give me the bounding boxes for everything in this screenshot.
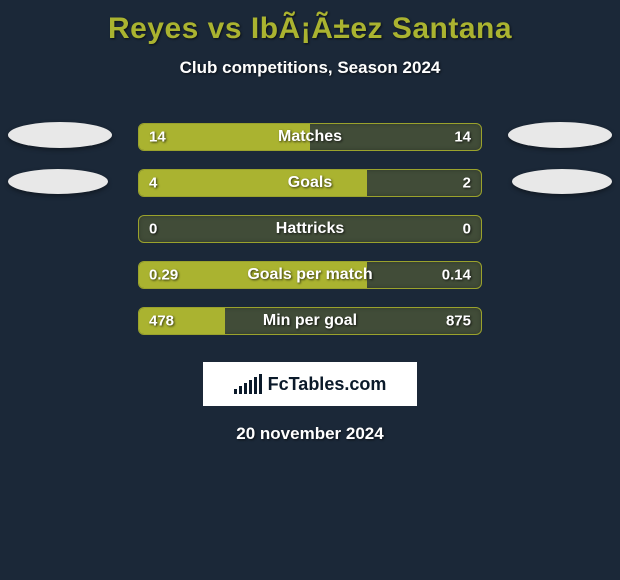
player-marker-left <box>8 169 108 194</box>
comparison-chart: Matches 14 14 Goals 4 2 Hattricks 0 0 Goals per m… <box>0 114 620 344</box>
logo-text: FcTables.com <box>268 374 387 395</box>
stat-row: Matches 14 14 <box>0 114 620 160</box>
stat-value-right: 2 <box>463 175 471 192</box>
comparison-infographic: Reyes vs IbÃ¡Ã±ez Santana Club competiti… <box>0 0 620 580</box>
player-marker-right <box>508 122 612 148</box>
stat-value-left: 0.29 <box>149 267 178 284</box>
bar-segment-left <box>139 170 367 196</box>
stat-value-left: 4 <box>149 175 157 192</box>
player-marker-left <box>8 122 112 148</box>
stat-label: Goals per match <box>247 266 372 284</box>
stat-value-right: 0 <box>463 221 471 238</box>
stat-bar: Goals 4 2 <box>138 169 482 197</box>
player-marker-right <box>512 169 612 194</box>
stat-value-left: 0 <box>149 221 157 238</box>
subtitle: Club competitions, Season 2024 <box>0 58 620 78</box>
page-title: Reyes vs IbÃ¡Ã±ez Santana <box>0 0 620 46</box>
stat-bar: Goals per match 0.29 0.14 <box>138 261 482 289</box>
date-label: 20 november 2024 <box>0 424 620 444</box>
stat-bar: Hattricks 0 0 <box>138 215 482 243</box>
stat-row: Goals 4 2 <box>0 160 620 206</box>
stat-value-right: 875 <box>446 313 471 330</box>
stat-label: Min per goal <box>263 312 357 330</box>
stat-bar: Min per goal 478 875 <box>138 307 482 335</box>
stat-value-right: 0.14 <box>442 267 471 284</box>
fctables-logo: FcTables.com <box>203 362 417 406</box>
logo-bars-icon <box>234 374 262 394</box>
stat-row: Min per goal 478 875 <box>0 298 620 344</box>
stat-label: Goals <box>288 174 332 192</box>
stat-row: Hattricks 0 0 <box>0 206 620 252</box>
stat-row: Goals per match 0.29 0.14 <box>0 252 620 298</box>
stat-value-left: 14 <box>149 129 166 146</box>
stat-label: Matches <box>278 128 342 146</box>
stat-value-right: 14 <box>454 129 471 146</box>
stat-value-left: 478 <box>149 313 174 330</box>
stat-label: Hattricks <box>276 220 344 238</box>
stat-bar: Matches 14 14 <box>138 123 482 151</box>
